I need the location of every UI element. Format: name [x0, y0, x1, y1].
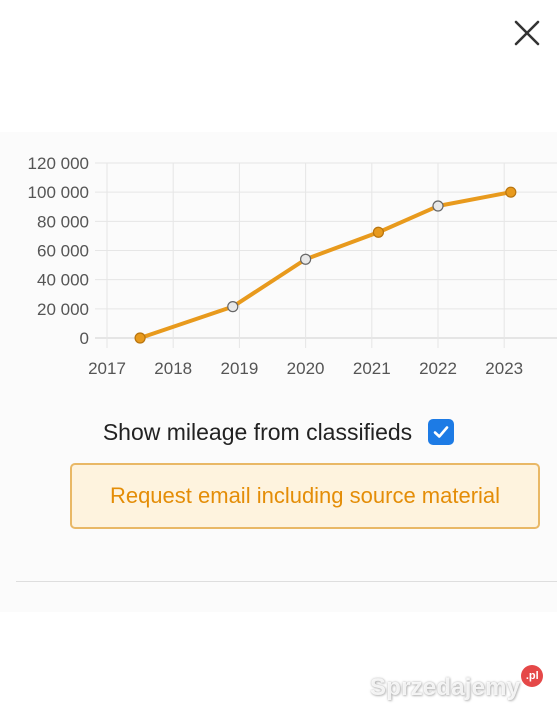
- watermark-logo-text: Sprzedajemy: [370, 674, 521, 701]
- y-tick-label: 80 000: [37, 212, 89, 231]
- data-point: [134, 332, 146, 344]
- series-line: [138, 190, 513, 340]
- chart-grid: [95, 162, 557, 348]
- series-points: [134, 186, 517, 344]
- data-point: [227, 301, 239, 313]
- data-point: [432, 200, 444, 212]
- x-tick-label: 2017: [88, 359, 126, 378]
- toggle-label: Show mileage from classifieds: [102, 418, 413, 445]
- y-tick-label: 20 000: [37, 300, 89, 319]
- classifieds-toggle-row: Show mileage from classifieds: [0, 410, 557, 454]
- x-tick-label: 2020: [287, 359, 325, 378]
- classifieds-checkbox[interactable]: [428, 419, 455, 445]
- y-tick-label: 0: [80, 329, 89, 348]
- x-tick-label: 2019: [220, 359, 258, 378]
- x-tick-label: 2018: [154, 359, 192, 378]
- y-tick-label: 100 000: [28, 183, 89, 202]
- request-email-button[interactable]: Request email including source material: [70, 463, 540, 529]
- y-tick-label: 60 000: [37, 242, 89, 261]
- data-point: [372, 226, 385, 238]
- x-axis-ticks: 20172018201920202021202220232: [88, 359, 523, 378]
- data-point: [505, 186, 517, 198]
- chart-panel: [0, 132, 557, 612]
- series-line-path: [138, 190, 513, 340]
- data-point: [300, 253, 312, 265]
- y-tick-label: 40 000: [37, 271, 89, 290]
- x-tick-label: 2021: [353, 359, 391, 378]
- close-icon: [514, 20, 540, 46]
- divider: [16, 581, 557, 582]
- watermark-badge: .pl: [521, 665, 544, 687]
- checkmark-icon: [433, 426, 449, 438]
- watermark: Sprzedajemy .pl: [370, 665, 544, 708]
- close-button[interactable]: [508, 14, 546, 52]
- x-tick-label: 2023: [485, 359, 523, 378]
- y-axis-ticks: 0 20 000 40 000 60 000 80 000 100 000 120 000: [28, 154, 89, 348]
- x-tick-label: 2022: [419, 359, 457, 378]
- y-tick-label: 120 000: [28, 154, 89, 173]
